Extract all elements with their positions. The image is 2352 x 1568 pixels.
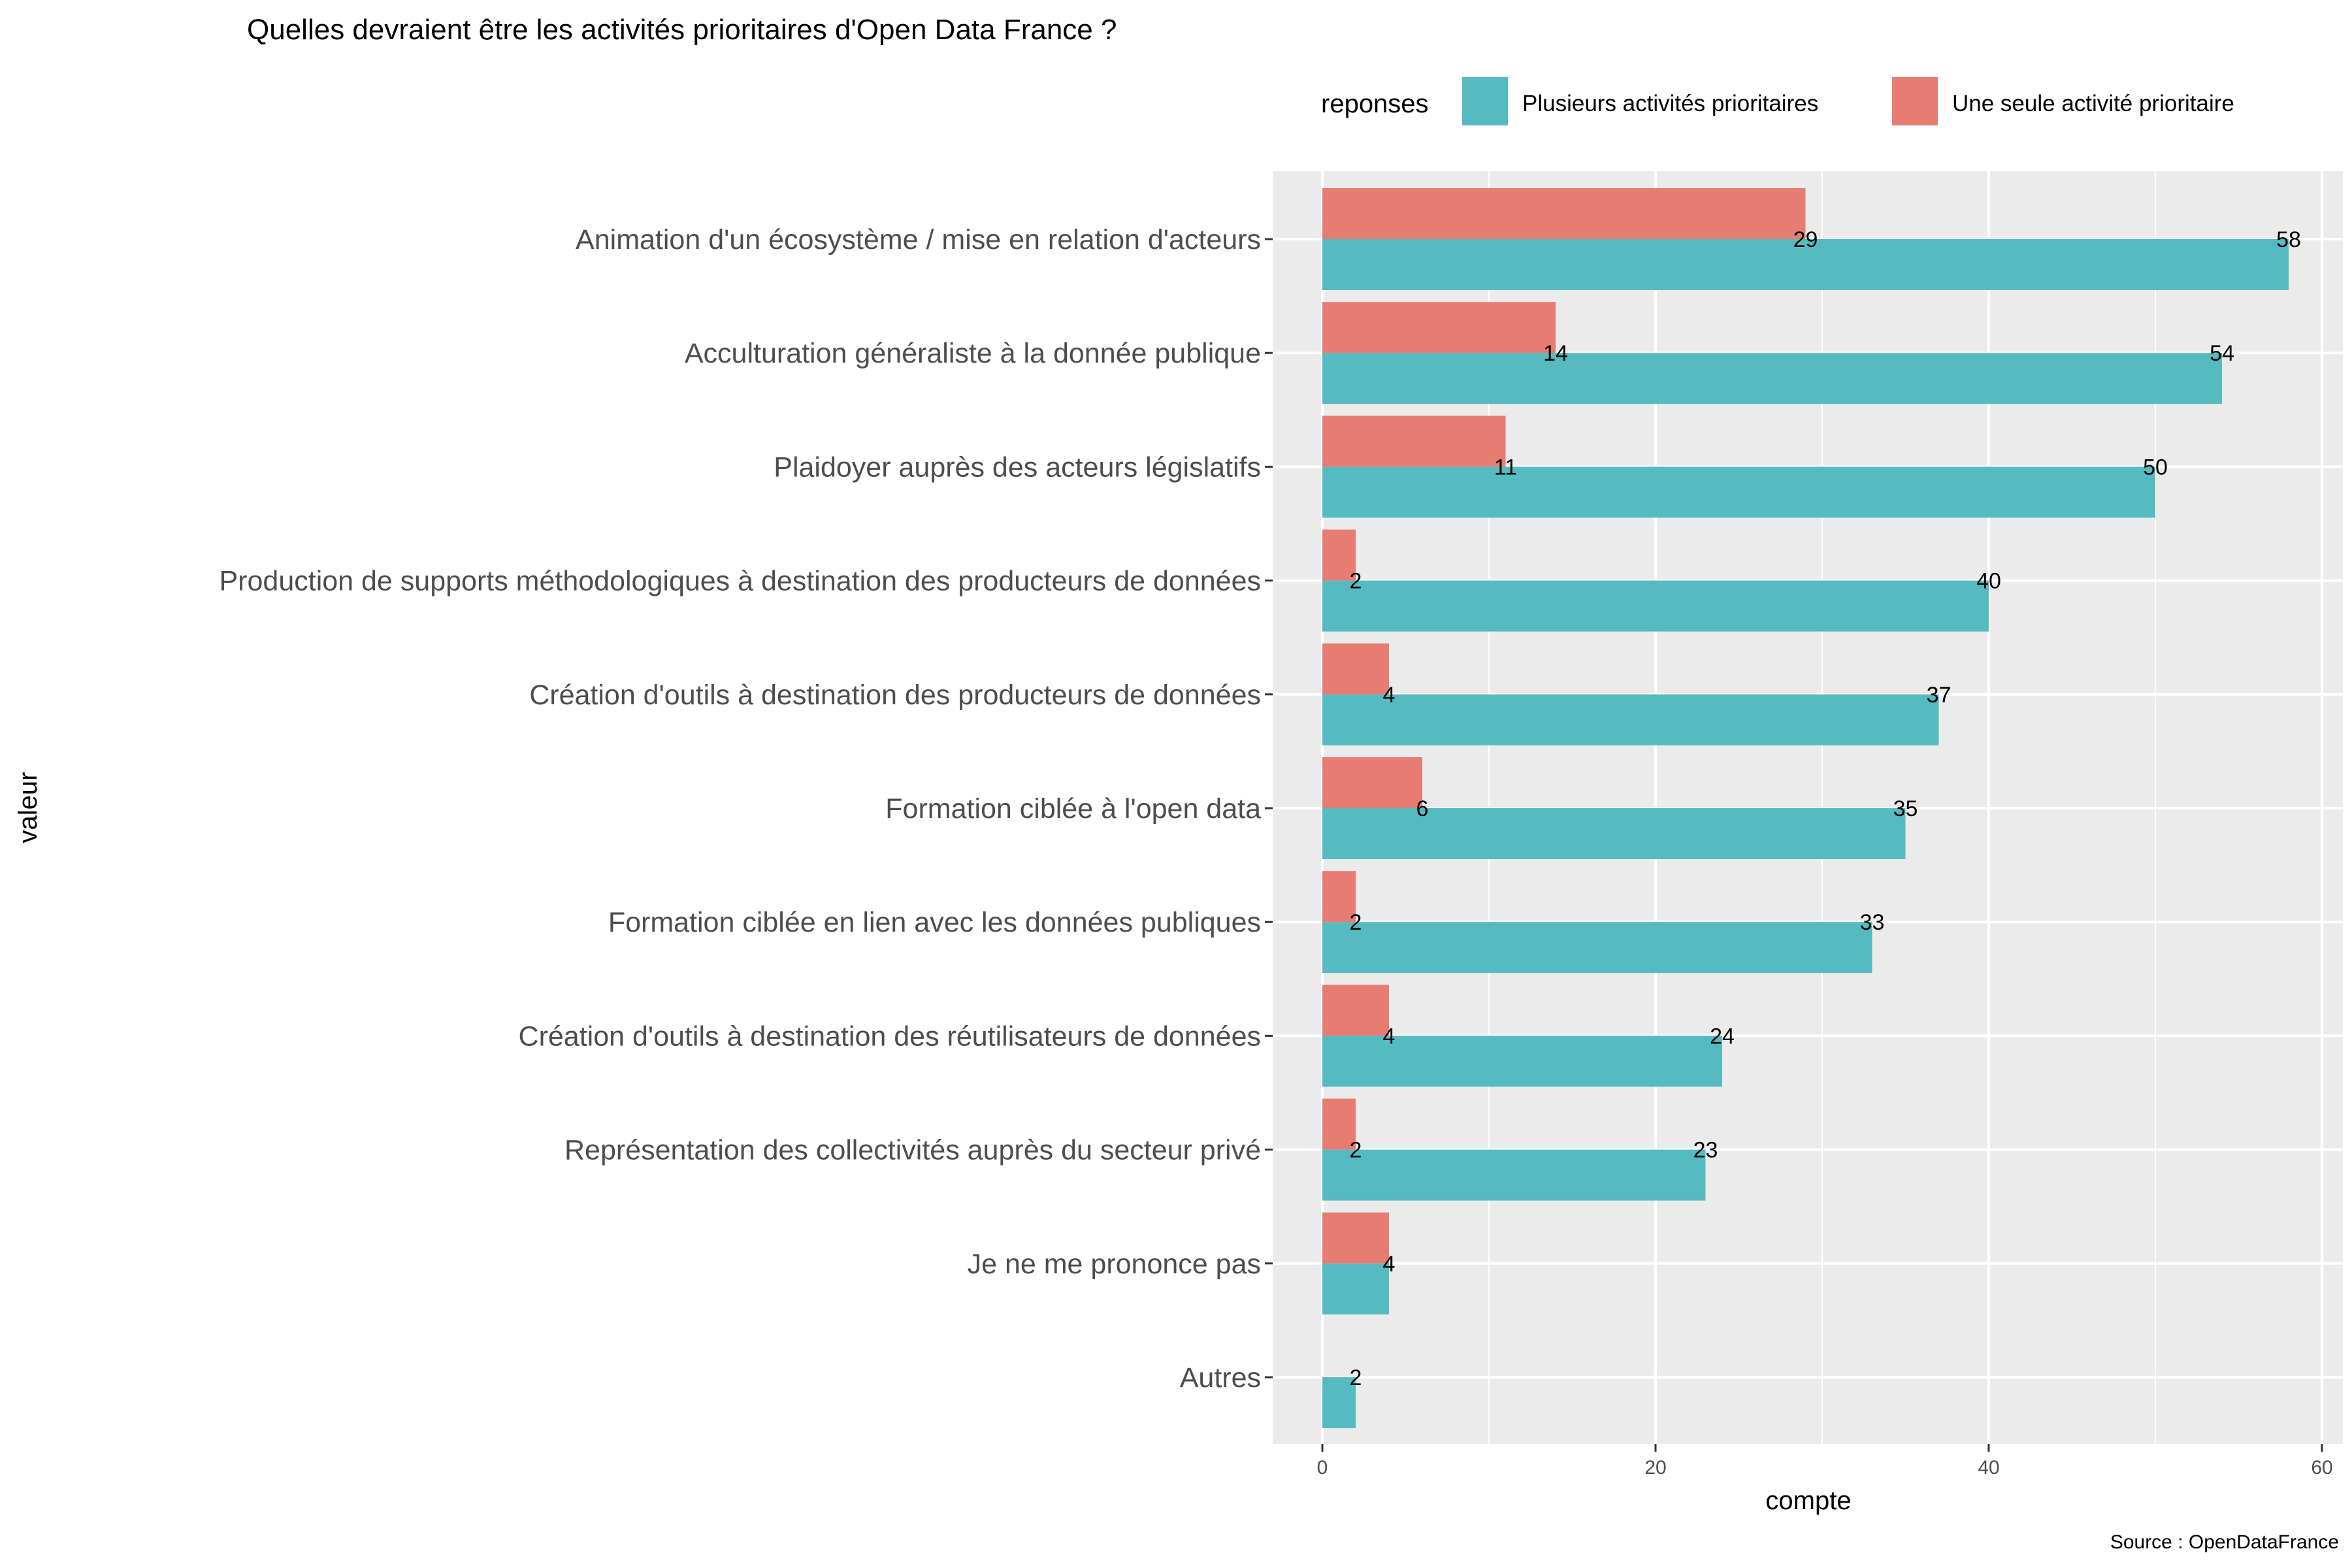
bar-une-seule bbox=[1322, 188, 1806, 239]
bar-une-seule bbox=[1322, 643, 1389, 694]
x-tick-label: 60 bbox=[2311, 1457, 2332, 1478]
data-label-plusieurs: 23 bbox=[1693, 1138, 1718, 1163]
bar-plusieurs bbox=[1322, 694, 1939, 745]
x-tick-label: 20 bbox=[1644, 1457, 1666, 1478]
category-label: Représentation des collectivités auprès … bbox=[564, 1135, 1261, 1166]
bar-plusieurs bbox=[1322, 1036, 1722, 1087]
category-label: Formation ciblée à l'open data bbox=[885, 793, 1261, 825]
source-caption: Source : OpenDataFrance bbox=[2110, 1531, 2339, 1553]
data-label-plusieurs: 37 bbox=[1927, 683, 1952, 708]
bar-plusieurs bbox=[1322, 922, 1872, 973]
x-axis: 0 20 40 60 bbox=[1317, 1444, 2333, 1478]
bar-plusieurs bbox=[1322, 1263, 1389, 1315]
bar-une-seule bbox=[1322, 757, 1422, 808]
data-label-une-seule: 14 bbox=[1543, 341, 1568, 366]
data-label-une-seule: 2 bbox=[1350, 910, 1362, 935]
data-label-plusieurs: 58 bbox=[2276, 227, 2301, 252]
legend-key-plusieurs bbox=[1462, 77, 1508, 125]
data-label-une-seule: 2 bbox=[1350, 569, 1362, 594]
x-tick-label: 40 bbox=[1978, 1457, 1999, 1478]
y-axis-title: valeur bbox=[14, 772, 42, 843]
bar-une-seule bbox=[1322, 416, 1506, 467]
data-label-plusieurs: 35 bbox=[1893, 796, 1918, 821]
bar-plusieurs bbox=[1322, 580, 1989, 632]
data-label-une-seule: 6 bbox=[1416, 796, 1429, 821]
data-label-plusieurs: 33 bbox=[1860, 910, 1885, 935]
x-tick-label: 0 bbox=[1317, 1457, 1328, 1478]
data-label-plusieurs: 40 bbox=[1976, 569, 2001, 594]
chart-title: Quelles devraient être les activités pri… bbox=[247, 14, 1117, 46]
bar-plusieurs bbox=[1322, 1149, 1706, 1201]
data-label-une-seule: 4 bbox=[1383, 1024, 1396, 1049]
category-label: Autres bbox=[1180, 1362, 1261, 1394]
data-label-plusieurs: 4 bbox=[1383, 1252, 1396, 1277]
bar-plusieurs bbox=[1322, 239, 2289, 290]
category-label: Animation d'un écosystème / mise en rela… bbox=[576, 224, 1261, 255]
bars bbox=[1322, 188, 2289, 1428]
legend-label-une-seule: Une seule activité prioritaire bbox=[1952, 91, 2234, 116]
x-axis-title: compte bbox=[1765, 1486, 1851, 1515]
legend-key-une-seule bbox=[1892, 77, 1938, 125]
bar-plusieurs bbox=[1322, 808, 1906, 859]
category-label: Acculturation généraliste à la donnée pu… bbox=[685, 338, 1261, 369]
bar-plusieurs bbox=[1322, 466, 2155, 518]
bar-une-seule bbox=[1322, 302, 1556, 353]
data-label-une-seule: 4 bbox=[1383, 1252, 1396, 1277]
legend-label-plusieurs: Plusieurs activités prioritaires bbox=[1522, 91, 1818, 116]
y-axis: Animation d'un écosystème / mise en rela… bbox=[220, 224, 1273, 1394]
bar-une-seule bbox=[1322, 1098, 1356, 1150]
bar-une-seule bbox=[1322, 529, 1356, 581]
bar-plusieurs bbox=[1322, 353, 2222, 404]
category-label: Création d'outils à destination des réut… bbox=[519, 1021, 1261, 1052]
category-label: Formation ciblée en lien avec les donnée… bbox=[608, 907, 1261, 938]
legend-title: reponses bbox=[1321, 90, 1429, 118]
legend: reponses Plusieurs activités prioritaire… bbox=[1321, 77, 2234, 125]
category-label: Production de supports méthodologiques à… bbox=[220, 566, 1262, 597]
data-label-une-seule: 4 bbox=[1383, 683, 1396, 708]
category-label: Je ne me prononce pas bbox=[968, 1249, 1261, 1280]
data-label-une-seule: 11 bbox=[1494, 455, 1517, 480]
bar-une-seule bbox=[1322, 871, 1356, 923]
data-label-une-seule: 2 bbox=[1350, 1138, 1362, 1163]
category-label: Plaidoyer auprès des acteurs législatifs bbox=[774, 451, 1261, 483]
bar-une-seule bbox=[1322, 985, 1389, 1036]
data-label-plusieurs: 2 bbox=[1350, 1365, 1362, 1390]
bar-plusieurs bbox=[1322, 1377, 1356, 1428]
data-label-plusieurs: 24 bbox=[1710, 1024, 1735, 1049]
data-label-une-seule: 29 bbox=[1793, 227, 1818, 252]
bar-une-seule bbox=[1322, 1212, 1389, 1264]
data-label-plusieurs: 54 bbox=[2210, 341, 2234, 366]
data-label-plusieurs: 50 bbox=[2143, 455, 2168, 480]
category-label: Création d'outils à destination des prod… bbox=[529, 679, 1261, 711]
